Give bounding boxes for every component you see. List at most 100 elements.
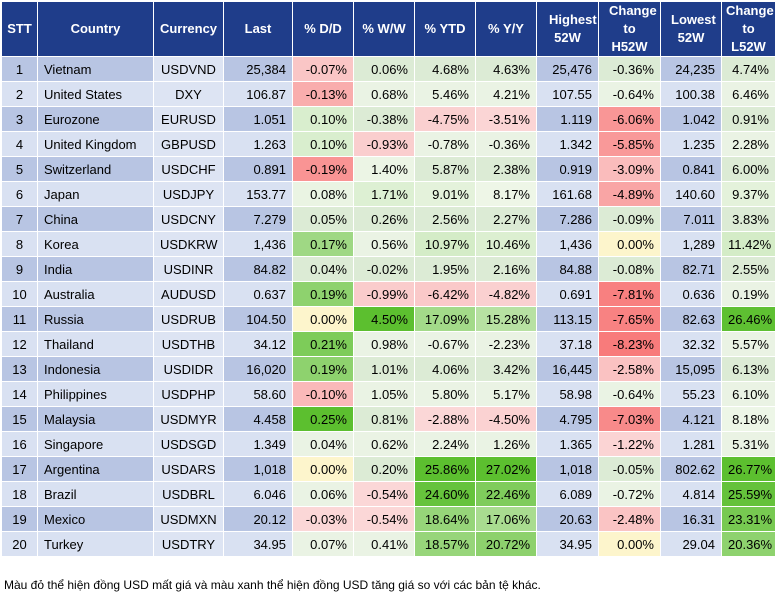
- change-l52w-cell: 6.46%: [721, 81, 776, 107]
- change-l52w-cell: 0.19%: [721, 281, 776, 307]
- country-cell: Vietnam: [37, 56, 154, 82]
- currency-cell: USDVND: [153, 56, 224, 82]
- low52w-cell: 15,095: [660, 356, 722, 382]
- yy-cell: 5.17%: [475, 381, 537, 407]
- last-cell: 20.12: [223, 506, 293, 532]
- stt-cell: 4: [1, 131, 38, 157]
- country-cell: United Kingdom: [37, 131, 154, 157]
- low52w-cell: 32.32: [660, 331, 722, 357]
- currency-cell: AUDUSD: [153, 281, 224, 307]
- table-row: 1 Vietnam USDVND 25,384 -0.07% 0.06% 4.68% 4.63…: [1, 56, 776, 82]
- change-l52w-cell: 20.36%: [721, 531, 776, 557]
- dd-cell: -0.13%: [292, 81, 354, 107]
- ytd-cell: 4.68%: [414, 56, 476, 82]
- high52w-cell: 1.365: [536, 431, 599, 457]
- ww-cell: 0.41%: [353, 531, 415, 557]
- change-h52w-cell: -8.23%: [598, 331, 661, 357]
- low52w-cell: 1.235: [660, 131, 722, 157]
- ww-cell: 0.62%: [353, 431, 415, 457]
- yy-cell: 17.06%: [475, 506, 537, 532]
- currency-cell: USDSGD: [153, 431, 224, 457]
- ww-cell: 0.06%: [353, 56, 415, 82]
- last-cell: 16,020: [223, 356, 293, 382]
- low52w-cell: 0.636: [660, 281, 722, 307]
- yy-cell: 20.72%: [475, 531, 537, 557]
- dd-cell: 0.00%: [292, 306, 354, 332]
- change-l52w-cell: 6.00%: [721, 156, 776, 182]
- high52w-cell: 84.88: [536, 256, 599, 282]
- change-h52w-cell: -2.48%: [598, 506, 661, 532]
- dd-cell: 0.17%: [292, 231, 354, 257]
- ytd-cell: -2.88%: [414, 406, 476, 432]
- high52w-cell: 1,436: [536, 231, 599, 257]
- high52w-cell: 1.342: [536, 131, 599, 157]
- change-h52w-cell: -0.09%: [598, 206, 661, 232]
- change-h52w-cell: 0.00%: [598, 231, 661, 257]
- change-h52w-cell: -2.58%: [598, 356, 661, 382]
- dd-cell: 0.04%: [292, 431, 354, 457]
- last-cell: 1.051: [223, 106, 293, 132]
- header-cell: Last: [223, 1, 293, 57]
- stt-cell: 13: [1, 356, 38, 382]
- last-cell: 106.87: [223, 81, 293, 107]
- high52w-cell: 37.18: [536, 331, 599, 357]
- table-row: 20 Turkey USDTRY 34.95 0.07% 0.41% 18.57% 20.72…: [1, 531, 776, 557]
- stt-cell: 9: [1, 256, 38, 282]
- low52w-cell: 55.23: [660, 381, 722, 407]
- currency-cell: USDPHP: [153, 381, 224, 407]
- ww-cell: -0.02%: [353, 256, 415, 282]
- change-l52w-cell: 5.57%: [721, 331, 776, 357]
- dd-cell: 0.21%: [292, 331, 354, 357]
- high52w-cell: 1.119: [536, 106, 599, 132]
- change-h52w-cell: -4.89%: [598, 181, 661, 207]
- high52w-cell: 4.795: [536, 406, 599, 432]
- table-row: 15 Malaysia USDMYR 4.458 0.25% 0.81% -2.88% -4.…: [1, 406, 776, 432]
- header-cell: Change to L52W: [721, 1, 776, 57]
- change-l52w-cell: 6.10%: [721, 381, 776, 407]
- table-row: 17 Argentina USDARS 1,018 0.00% 0.20% 25.86% 27…: [1, 456, 776, 482]
- stt-cell: 15: [1, 406, 38, 432]
- dd-cell: 0.19%: [292, 356, 354, 382]
- table-row: 9 India USDINR 84.82 0.04% -0.02% 1.95% 2.16% 84…: [1, 256, 776, 282]
- ytd-cell: 5.46%: [414, 81, 476, 107]
- ytd-cell: 10.97%: [414, 231, 476, 257]
- last-cell: 4.458: [223, 406, 293, 432]
- change-h52w-cell: -0.08%: [598, 256, 661, 282]
- stt-cell: 8: [1, 231, 38, 257]
- stt-cell: 19: [1, 506, 38, 532]
- currency-cell: USDJPY: [153, 181, 224, 207]
- change-l52w-cell: 26.77%: [721, 456, 776, 482]
- currency-cell: USDBRL: [153, 481, 224, 507]
- ytd-cell: -0.78%: [414, 131, 476, 157]
- header-cell: % Y/Y: [475, 1, 537, 57]
- ww-cell: 4.50%: [353, 306, 415, 332]
- low52w-cell: 29.04: [660, 531, 722, 557]
- stt-cell: 6: [1, 181, 38, 207]
- ww-cell: 1.01%: [353, 356, 415, 382]
- ytd-cell: -0.67%: [414, 331, 476, 357]
- header-row: STT Country Currency Last % D/D % W/W % …: [1, 1, 776, 57]
- ytd-cell: -4.75%: [414, 106, 476, 132]
- change-h52w-cell: -0.05%: [598, 456, 661, 482]
- dd-cell: 0.07%: [292, 531, 354, 557]
- table-row: 12 Thailand USDTHB 34.12 0.21% 0.98% -0.67% -2.…: [1, 331, 776, 357]
- table-row: 4 United Kingdom GBPUSD 1.263 0.10% -0.93% -0.…: [1, 131, 776, 157]
- change-h52w-cell: -3.09%: [598, 156, 661, 182]
- last-cell: 58.60: [223, 381, 293, 407]
- table-row: 5 Switzerland USDCHF 0.891 -0.19% 1.40% 5.87% 2…: [1, 156, 776, 182]
- dd-cell: 0.04%: [292, 256, 354, 282]
- high52w-cell: 58.98: [536, 381, 599, 407]
- header-cell: % D/D: [292, 1, 354, 57]
- country-cell: Singapore: [37, 431, 154, 457]
- ww-cell: 0.81%: [353, 406, 415, 432]
- change-h52w-cell: -7.65%: [598, 306, 661, 332]
- dd-cell: 0.10%: [292, 106, 354, 132]
- header-cell: Lowest 52W: [660, 1, 722, 57]
- change-h52w-cell: -0.64%: [598, 81, 661, 107]
- dd-cell: 0.25%: [292, 406, 354, 432]
- table-row: 18 Brazil USDBRL 6.046 0.06% -0.54% 24.60% 22.4…: [1, 481, 776, 507]
- ytd-cell: 25.86%: [414, 456, 476, 482]
- country-cell: United States: [37, 81, 154, 107]
- yy-cell: 15.28%: [475, 306, 537, 332]
- stt-cell: 2: [1, 81, 38, 107]
